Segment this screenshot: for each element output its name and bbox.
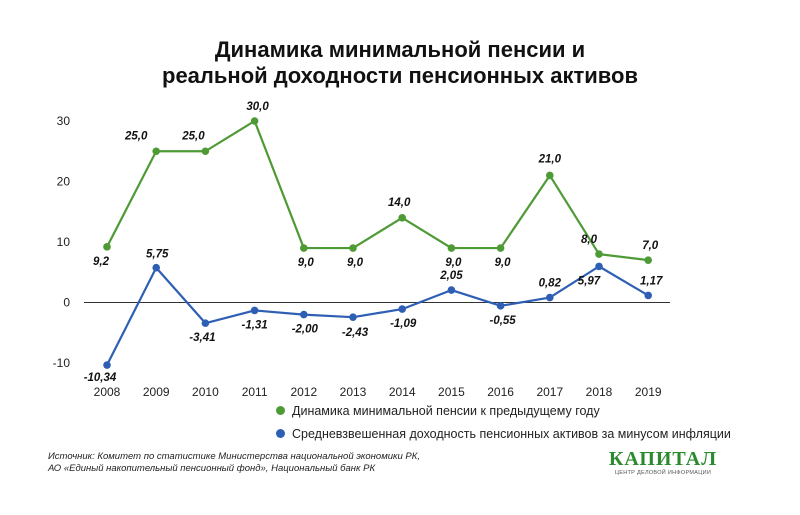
data-point-s2	[644, 291, 652, 300]
data-label-s2: 5,75	[146, 249, 169, 261]
data-point-s2	[103, 361, 111, 369]
data-point-s1	[447, 244, 456, 252]
data-point-s1	[644, 256, 652, 264]
data-point-s2	[250, 306, 259, 315]
data-label-s2: -2,00	[292, 324, 319, 336]
data-label-s2: 1,17	[640, 275, 663, 287]
data-label-s1: 9,2	[93, 256, 110, 268]
data-label-s2: 2,05	[439, 270, 463, 282]
x-tick-label: 2008	[94, 385, 121, 399]
legend-marker-blue	[276, 429, 285, 438]
x-tick-label: 2011	[242, 385, 268, 399]
data-label-s2: -0,55	[489, 315, 516, 327]
data-point-s2	[201, 319, 210, 327]
data-point-s1	[201, 147, 210, 156]
logo-subtitle: ЦЕНТР ДЕЛОВОЙ ИНФОРМАЦИИ	[614, 470, 712, 476]
data-point-s1	[250, 117, 259, 125]
data-label-s1: 9,0	[445, 257, 462, 269]
data-label-s2: 5,97	[578, 275, 601, 287]
data-point-s2	[447, 286, 456, 294]
x-tick-label: 2009	[143, 385, 170, 399]
legend-label-returns: Средневзвешенная доходность пенсионных а…	[292, 427, 731, 441]
y-tick-label: 20	[57, 175, 71, 189]
x-tick-label: 2010	[192, 385, 219, 399]
source-note-line2: АО «Единый накопительный пенсионный фонд…	[48, 463, 376, 474]
x-tick-label: 2017	[536, 385, 563, 399]
data-label-s1: 21,0	[538, 153, 562, 165]
data-point-s2	[300, 310, 308, 319]
data-point-s1	[152, 147, 160, 156]
x-tick-label: 2013	[340, 385, 367, 399]
data-point-s2	[546, 293, 554, 302]
data-label-s2: -1,31	[241, 319, 267, 331]
y-tick-label: 10	[57, 235, 71, 249]
data-label-s2: -2,43	[342, 327, 369, 339]
series-line-2	[106, 265, 649, 366]
x-tick-label: 2012	[290, 385, 317, 399]
data-point-s2	[398, 305, 407, 313]
data-label-s1: 9,0	[495, 257, 512, 269]
data-point-s2	[152, 263, 160, 272]
legend-label-pension: Динамика минимальной пенсии к предыдущем…	[292, 404, 600, 418]
data-label-s1: 9,0	[298, 257, 315, 269]
legend-item-returns: Средневзвешенная доходность пенсионных а…	[276, 427, 731, 441]
data-label-s2: 0,82	[539, 278, 562, 290]
x-tick-label: 2018	[586, 385, 613, 399]
kapital-logo: КАПИТАЛ ЦЕНТР ДЕЛОВОЙ ИНФОРМАЦИИ	[598, 448, 728, 476]
series-line-1	[106, 119, 649, 262]
data-point-s1	[398, 214, 407, 222]
data-point-s2	[595, 262, 603, 271]
data-point-s2	[496, 302, 505, 310]
data-point-s1	[103, 243, 111, 251]
y-tick-label: 0	[63, 296, 70, 310]
data-label-s1: 8,0	[581, 234, 598, 246]
legend-marker-green	[276, 406, 285, 415]
data-label-s1: 25,0	[181, 130, 205, 142]
data-label-s1: 9,0	[347, 257, 364, 269]
data-point-s1	[595, 250, 603, 258]
chart-title-line2: реальной доходности пенсионных активов	[162, 63, 638, 88]
data-point-s1	[546, 171, 554, 180]
data-point-s2	[349, 313, 357, 322]
source-note-line1: Источник: Комитет по статистике Министер…	[48, 451, 420, 462]
x-tick-label: 2014	[389, 385, 416, 399]
y-tick-label: 30	[57, 114, 71, 128]
data-label-s1: 14,0	[388, 197, 411, 209]
x-tick-label: 2015	[438, 385, 465, 399]
data-label-s2: -3,41	[189, 332, 215, 344]
x-tick-label: 2016	[487, 385, 514, 399]
logo-text: КАПИТАЛ	[608, 448, 718, 470]
data-point-s1	[300, 244, 308, 252]
data-label-s2: -10,34	[84, 372, 117, 384]
data-label-s1: 25,0	[124, 130, 148, 142]
chart-title-line1: Динамика минимальной пенсии и	[214, 37, 586, 62]
data-label-s1: 7,0	[642, 240, 659, 252]
y-tick-label: -10	[53, 356, 71, 370]
data-label-s2: -1,09	[390, 318, 417, 330]
data-label-s1: 30,0	[246, 101, 269, 113]
data-point-s1	[349, 244, 357, 252]
line-chart: -10 0 10 20 30 2008 2009 2010 2011 2012 2013 2014 20…	[53, 101, 670, 399]
legend-item-pension: Динамика минимальной пенсии к предыдущем…	[276, 404, 600, 418]
x-tick-label: 2019	[635, 385, 662, 399]
data-point-s1	[496, 244, 505, 252]
